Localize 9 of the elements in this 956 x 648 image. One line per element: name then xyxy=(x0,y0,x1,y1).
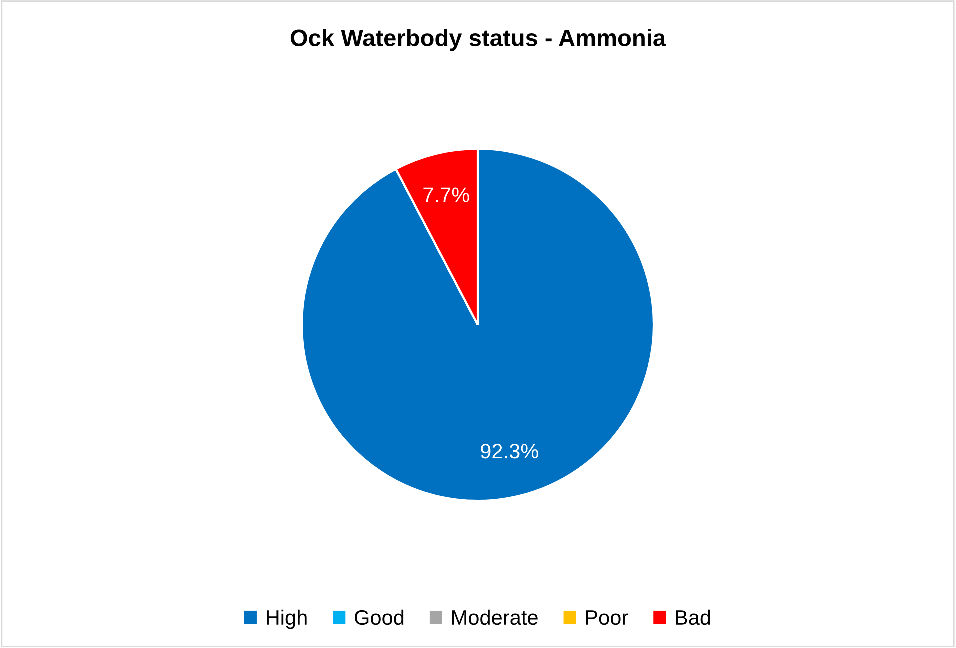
legend-label: Good xyxy=(355,610,404,626)
legend-label: Poor xyxy=(586,610,628,626)
legend-label: Bad xyxy=(676,610,710,626)
chart-title: Ock Waterbody status - Ammonia xyxy=(290,29,666,52)
data-label: 92.3% xyxy=(481,444,538,459)
data-label: 7.7% xyxy=(424,188,470,202)
legend-label: High xyxy=(267,610,307,630)
legend-label: Moderate xyxy=(452,610,538,626)
pie-slice xyxy=(300,148,656,502)
